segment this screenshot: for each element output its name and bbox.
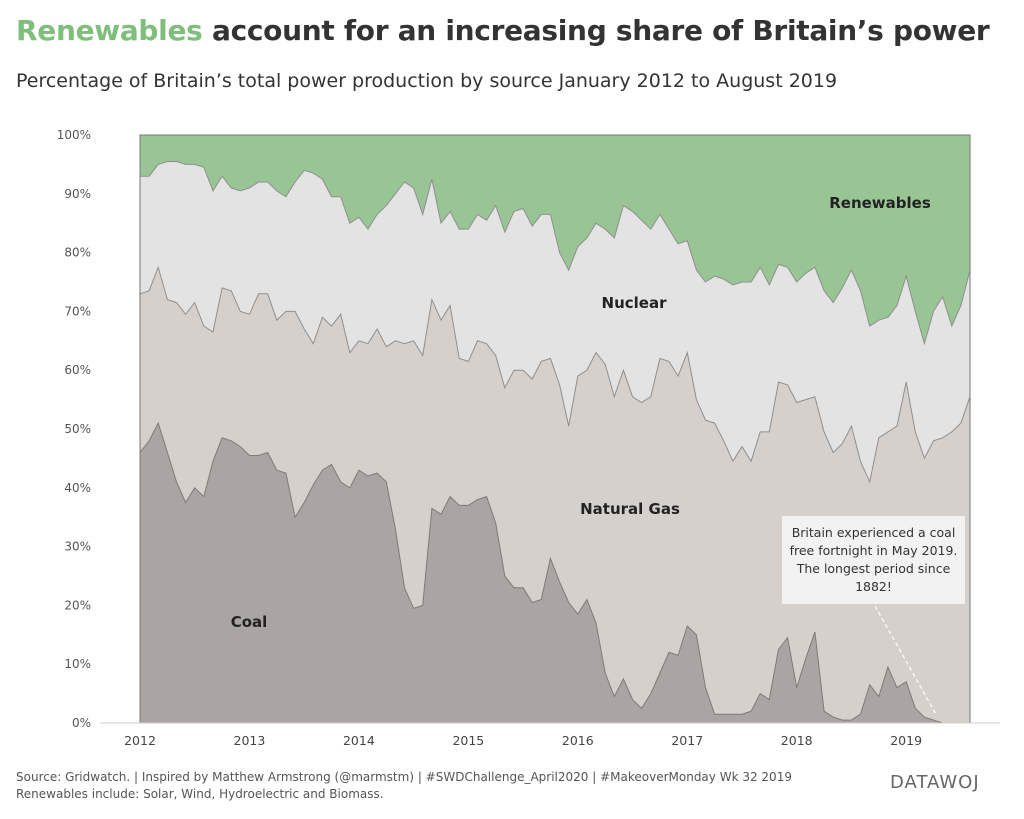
x-tick-label: 2016 [562, 733, 594, 748]
coal-free-annotation: Britain experienced a coal free fortnigh… [782, 516, 965, 604]
y-tick-label: 10% [64, 657, 91, 671]
footer-note: Renewables include: Solar, Wind, Hydroel… [16, 787, 384, 801]
y-tick-label: 60% [64, 363, 91, 377]
title-highlight: Renewables [16, 14, 203, 47]
y-tick-label: 0% [72, 716, 91, 730]
chart-title: Renewables account for an increasing sha… [16, 14, 990, 47]
x-tick-label: 2017 [671, 733, 703, 748]
datawoj-logo: DATAWOJ [890, 772, 980, 793]
x-tick-label: 2013 [234, 733, 266, 748]
x-tick-label: 2015 [452, 733, 484, 748]
chart-subtitle: Percentage of Britain’s total power prod… [16, 70, 838, 92]
y-tick-label: 40% [64, 481, 91, 495]
y-tick-label: 100% [57, 128, 91, 142]
x-tick-label: 2012 [124, 733, 156, 748]
x-tick-label: 2014 [343, 733, 375, 748]
series-label: Natural Gas [580, 500, 680, 518]
nuclear-boundary-line [140, 161, 971, 346]
x-tick-label: 2019 [890, 733, 922, 748]
footer-source: Source: Gridwatch. | Inspired by Matthew… [16, 770, 792, 784]
y-tick-label: 70% [64, 304, 91, 318]
axis-layer: 0% 10% 20% 30% 40% 50% 60% 70% 80% 90% 100% 2012 201… [57, 128, 1000, 748]
natural-gas-boundary-line [139, 265, 971, 484]
y-tick-label: 30% [64, 540, 91, 554]
series-label: Renewables [829, 194, 931, 212]
y-tick-label: 20% [64, 598, 91, 612]
annotation-leader-line [874, 605, 938, 717]
coal-area [140, 423, 970, 723]
title-rest: account for an increasing share of Brita… [202, 14, 990, 47]
x-tick-label: 2018 [781, 733, 813, 748]
series-label: Coal [231, 613, 268, 631]
y-tick-label: 80% [64, 246, 91, 260]
y-tick-label: 90% [64, 187, 91, 201]
area-layer [139, 134, 971, 724]
series-label: Nuclear [602, 294, 668, 312]
y-tick-label: 50% [64, 422, 91, 436]
label-layer: Coal Natural Gas Nuclear Renewables [231, 194, 938, 717]
coal-boundary-line [139, 421, 970, 724]
